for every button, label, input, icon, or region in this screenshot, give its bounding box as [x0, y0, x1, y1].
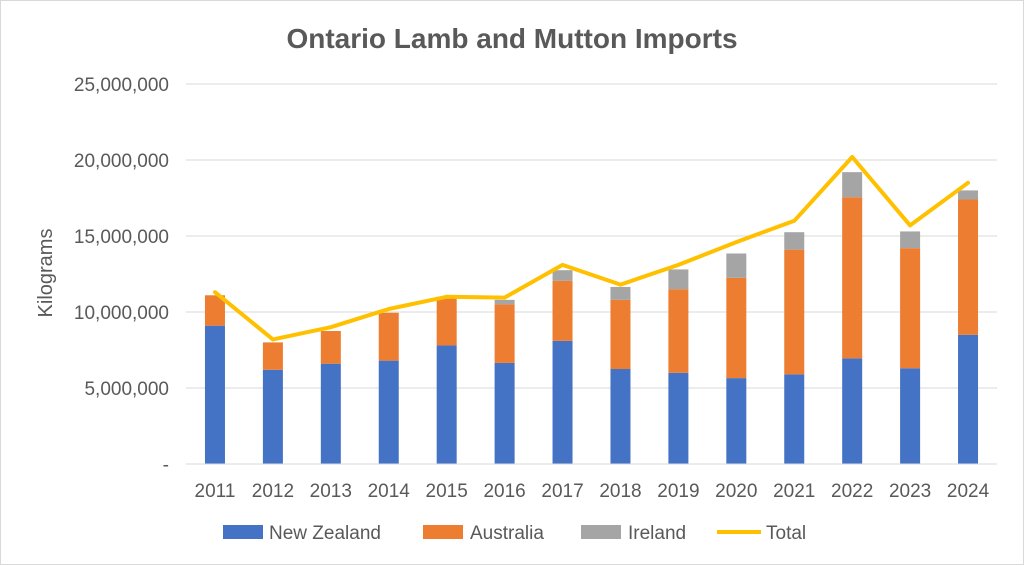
bar-new-zealand — [726, 378, 747, 464]
legend-swatch — [581, 525, 621, 539]
x-tick-label: 2024 — [947, 481, 990, 502]
bar-new-zealand — [610, 369, 631, 464]
total-point — [503, 296, 506, 299]
bar-new-zealand — [668, 372, 689, 464]
x-tick-label: 2023 — [889, 481, 931, 502]
bar-ireland — [784, 232, 805, 250]
total-point — [619, 283, 622, 286]
bar-australia — [494, 304, 515, 363]
bar-australia — [784, 249, 805, 375]
bar-ireland — [610, 286, 631, 300]
x-tick-label: 2015 — [426, 481, 468, 502]
bar-australia — [262, 342, 283, 370]
bars — [204, 172, 979, 464]
bar-new-zealand — [378, 360, 399, 464]
bar-australia — [668, 289, 689, 373]
bar-ireland — [668, 269, 689, 290]
y-axis-ticks: - 5,000,000 10,000,000 15,000,000 20,000,000… — [74, 75, 169, 476]
legend: New Zealand Australia Ireland Total — [223, 523, 806, 544]
bar-australia — [204, 295, 225, 326]
total-point — [561, 263, 564, 266]
bar-new-zealand — [900, 368, 921, 464]
bar-australia — [610, 299, 631, 369]
bar-australia — [842, 197, 863, 359]
legend-label: Ireland — [628, 523, 686, 544]
total-point — [445, 295, 448, 298]
total-line — [213, 155, 970, 342]
total-point — [387, 307, 390, 310]
bar-new-zealand — [436, 345, 457, 464]
x-tick-label: 2013 — [310, 481, 352, 502]
y-tick-label: - — [163, 455, 169, 476]
y-axis-label: Kilograms — [35, 229, 57, 318]
bar-new-zealand — [552, 340, 573, 464]
bar-ireland — [900, 231, 921, 249]
bar-new-zealand — [958, 334, 979, 464]
y-tick-label: 20,000,000 — [74, 151, 169, 172]
bar-australia — [552, 280, 573, 341]
total-point — [271, 338, 274, 341]
bar-new-zealand — [262, 369, 283, 464]
bar-ireland — [726, 253, 747, 278]
legend-label: Australia — [470, 523, 544, 544]
x-tick-label: 2012 — [252, 481, 294, 502]
bar-australia — [900, 248, 921, 369]
bar-ireland — [958, 190, 979, 200]
total-point — [851, 155, 854, 158]
x-tick-label: 2021 — [773, 481, 815, 502]
legend-label: Total — [766, 523, 806, 544]
total-point — [735, 241, 738, 244]
y-tick-label: 5,000,000 — [84, 379, 169, 400]
x-tick-label: 2017 — [541, 481, 583, 502]
y-tick-label: 10,000,000 — [74, 303, 169, 324]
total-point — [329, 326, 332, 329]
y-tick-label: 15,000,000 — [74, 227, 169, 248]
bar-new-zealand — [494, 362, 515, 464]
y-tick-label: 25,000,000 — [74, 75, 169, 96]
bar-ireland — [552, 270, 573, 281]
total-point — [967, 181, 970, 184]
total-series-line — [213, 155, 970, 342]
bar-australia — [726, 277, 747, 379]
x-tick-label: 2020 — [715, 481, 757, 502]
legend-swatch — [423, 525, 463, 539]
bar-ireland — [494, 299, 515, 305]
x-tick-label: 2016 — [483, 481, 525, 502]
x-tick-label: 2019 — [657, 481, 699, 502]
bar-new-zealand — [320, 363, 341, 464]
legend-label: New Zealand — [269, 523, 381, 544]
total-point — [909, 224, 912, 227]
x-tick-label: 2014 — [368, 481, 411, 502]
x-tick-label: 2011 — [195, 481, 236, 502]
x-tick-label: 2022 — [831, 481, 873, 502]
legend-swatch — [223, 525, 263, 539]
total-point — [677, 263, 680, 266]
bar-australia — [320, 331, 341, 364]
bar-new-zealand — [204, 325, 225, 464]
bar-ireland — [842, 172, 863, 198]
total-point — [213, 291, 216, 294]
x-tick-label: 2018 — [599, 481, 641, 502]
x-axis-ticks: 2011 2012 2013 2014 2015 2016 2017 2018 2019 2020… — [186, 463, 997, 502]
bar-australia — [378, 312, 399, 361]
total-point — [793, 219, 796, 222]
bar-australia — [436, 296, 457, 346]
bar-new-zealand — [842, 358, 863, 464]
chart-title: Ontario Lamb and Mutton Imports — [286, 23, 737, 54]
bar-australia — [958, 199, 979, 335]
bar-new-zealand — [784, 374, 805, 464]
